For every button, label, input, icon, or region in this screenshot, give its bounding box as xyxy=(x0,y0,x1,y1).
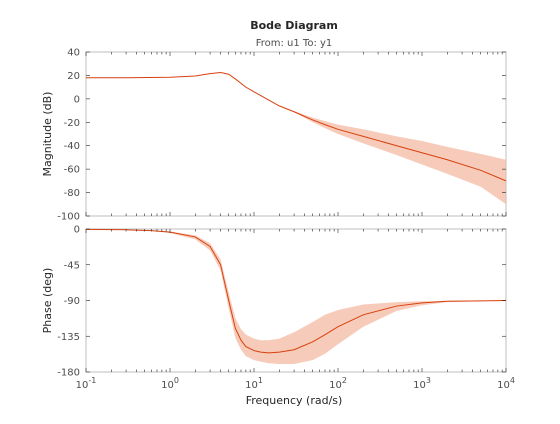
phase-response-line xyxy=(85,228,507,354)
magnitude-axes: 40 20 0 -20 -40 -60 -80 -100 Magnitude (dB) xyxy=(41,48,507,223)
magnitude-y-tick-label: -80 xyxy=(64,188,80,199)
x-tick-label: 100 xyxy=(161,376,179,391)
x-tick-label: 101 xyxy=(245,376,263,391)
chart-title: Bode Diagram xyxy=(250,19,338,32)
phase-y-tick-label: -180 xyxy=(57,368,80,379)
x-tick-label: 10-1 xyxy=(76,376,97,391)
magnitude-y-tick-label: 20 xyxy=(67,71,80,82)
phase-y-tick-label: -135 xyxy=(57,332,80,343)
x-tick-label: 104 xyxy=(497,376,515,391)
phase-y-tick-label: 0 xyxy=(74,225,80,236)
magnitude-response-line xyxy=(86,71,507,182)
magnitude-y-tick-label: -20 xyxy=(64,118,80,129)
chart-subtitle: From: u1 To: y1 xyxy=(256,38,333,49)
magnitude-y-tick-label: -100 xyxy=(57,212,80,223)
magnitude-y-tick-label: -40 xyxy=(64,141,80,152)
x-tick-label: 102 xyxy=(329,376,347,391)
magnitude-y-tick-label: 40 xyxy=(67,48,80,59)
phase-y-axis-label: Phase (deg) xyxy=(41,268,54,334)
phase-y-tick-label: -45 xyxy=(64,260,80,271)
magnitude-y-tick-label: 0 xyxy=(74,94,80,105)
x-axis-label: Frequency (rad/s) xyxy=(246,394,343,407)
magnitude-y-axis-label: Magnitude (dB) xyxy=(41,92,54,177)
magnitude-axes-frame xyxy=(85,51,507,217)
phase-uncertainty-band xyxy=(86,229,506,365)
x-tick-label: 103 xyxy=(413,376,431,391)
phase-axes: 0 -45 -90 -135 -180 Phase (deg) 10-1 100 101 102 1… xyxy=(41,225,515,392)
phase-y-tick-label: -90 xyxy=(64,296,80,307)
magnitude-y-tick-label: -60 xyxy=(64,165,80,176)
